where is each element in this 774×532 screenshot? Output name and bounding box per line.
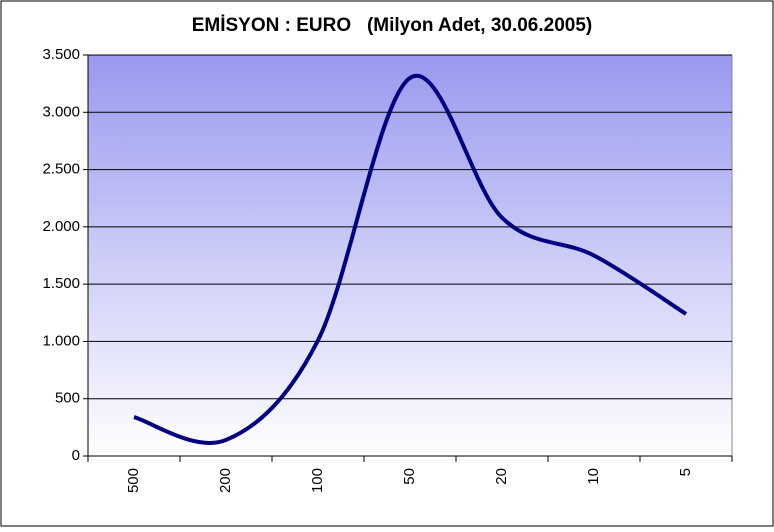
line [133, 73, 688, 445]
y-tick-label: 3.000 [42, 103, 80, 120]
chart-title: EMİSYON : EURO (Milyon Adet, 30.06.2005) [192, 15, 593, 36]
x-tick-label: 10 [585, 468, 602, 485]
y-tick-label: 2.000 [42, 218, 80, 235]
plot-area [87, 54, 733, 457]
y-tick-label: 2.500 [42, 161, 80, 178]
x-tick-label: 200 [217, 468, 234, 493]
x-tick-label: 5 [677, 468, 694, 476]
y-tick-label: 3.500 [42, 46, 80, 63]
x-tick-label: 100 [309, 468, 326, 493]
x-tick-label: 20 [493, 468, 510, 485]
y-tick-label: 1.500 [42, 275, 80, 292]
y-tick-label: 0 [72, 447, 80, 464]
x-tick-label: 50 [401, 468, 418, 485]
y-tick-label: 1.000 [42, 332, 80, 349]
y-tick-label: 500 [55, 390, 80, 407]
x-tick-label: 500 [125, 468, 142, 493]
